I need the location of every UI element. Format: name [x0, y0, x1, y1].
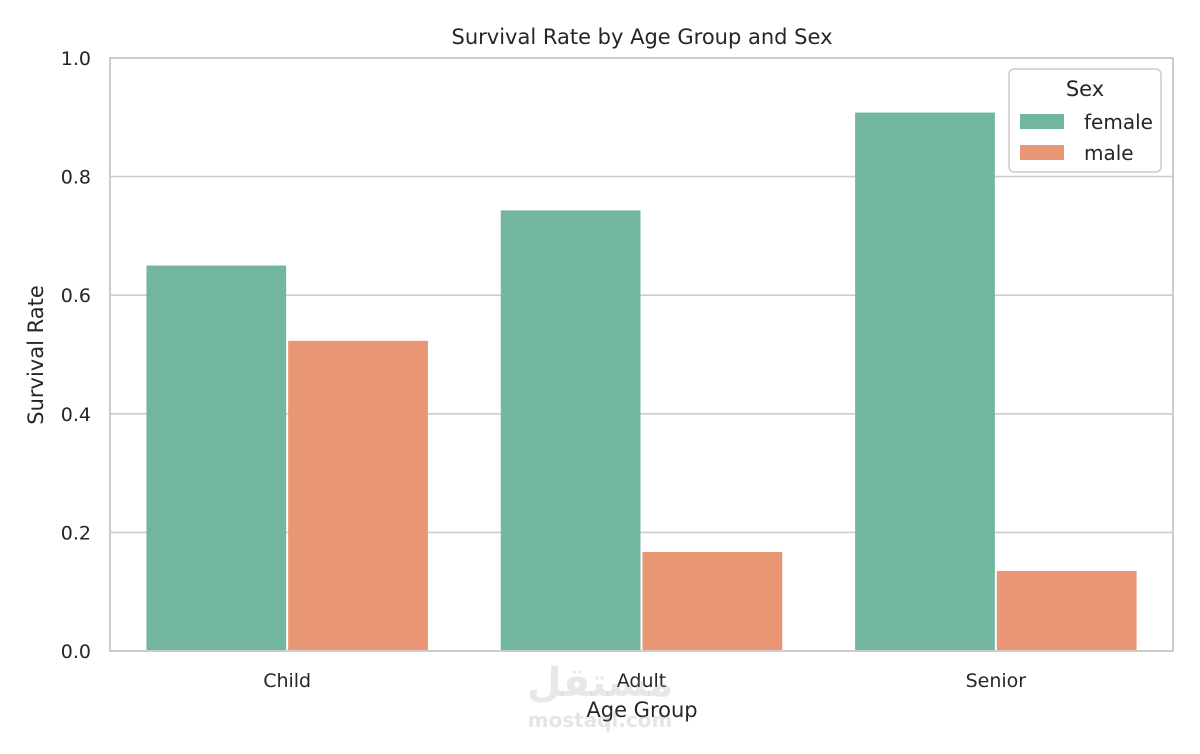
y-tick-labels: 0.0 0.2 0.4 0.6 0.8 1.0: [61, 48, 91, 663]
x-tick-label: Adult: [617, 670, 667, 692]
y-tick-label: 0.6: [61, 285, 91, 307]
chart-title: Survival Rate by Age Group and Sex: [452, 25, 833, 49]
y-axis-label: Survival Rate: [24, 285, 48, 425]
y-tick-label: 1.0: [61, 48, 91, 70]
bar-male-senior: [996, 570, 1137, 651]
plot-frame: [109, 57, 1174, 652]
bar-female-child: [146, 265, 287, 651]
y-tick-label: 0.8: [61, 167, 91, 189]
legend-label-female: female: [1084, 110, 1153, 134]
legend-label-male: male: [1084, 141, 1134, 165]
y-tick-label: 0.2: [61, 522, 91, 544]
legend-swatch-male: [1020, 145, 1064, 160]
bar-male-child: [288, 340, 428, 651]
x-tick-label: Senior: [966, 670, 1027, 692]
bar-female-adult: [500, 210, 641, 651]
y-tick-label: 0.0: [61, 641, 91, 663]
x-tick-label: Child: [263, 670, 311, 692]
bars: [146, 112, 1137, 651]
x-tick-labels: Child Adult Senior: [263, 670, 1026, 692]
legend-swatch-female: [1020, 114, 1064, 129]
legend-title: Sex: [1066, 77, 1104, 101]
bar-male-adult: [642, 551, 783, 651]
x-axis-label: Age Group: [586, 698, 697, 722]
bar-female-senior: [855, 112, 995, 651]
legend: Sex female male: [1008, 68, 1162, 173]
y-tick-label: 0.4: [61, 404, 91, 426]
